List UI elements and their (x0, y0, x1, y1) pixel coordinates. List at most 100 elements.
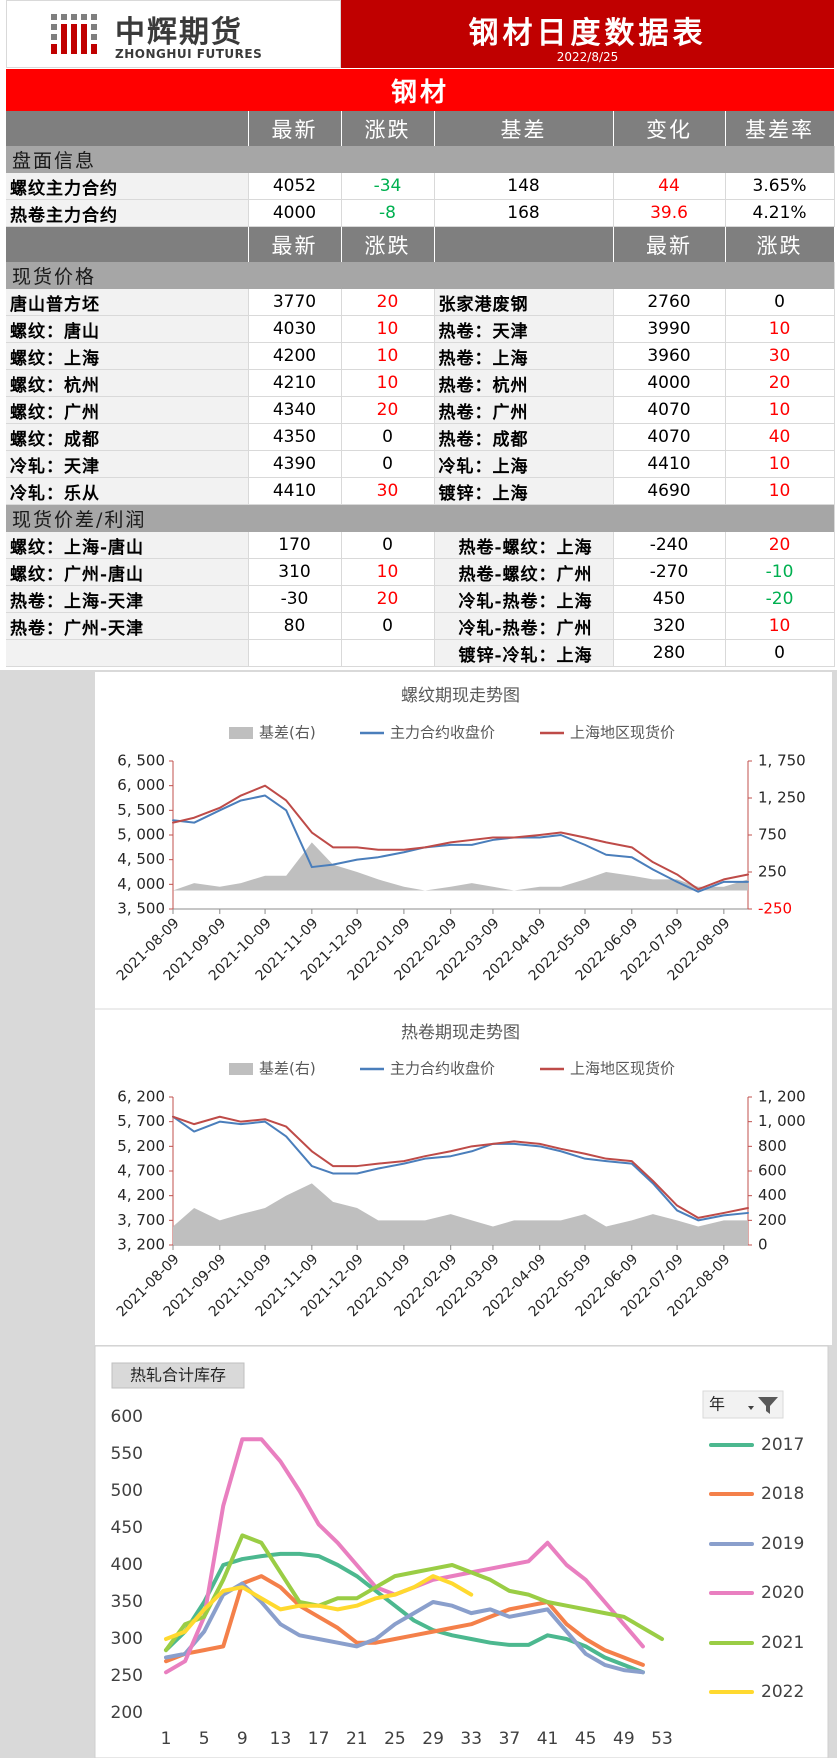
value-cell: -240 (613, 532, 726, 559)
value-cell: 10 (341, 315, 435, 343)
header-cell: 涨跌 (341, 111, 435, 146)
series-line (164, 1574, 645, 1667)
series-line (172, 1115, 749, 1219)
section-label: 现货价差/利润 (6, 504, 835, 532)
value-cell: 40 (725, 423, 835, 451)
value-cell: 4390 (248, 450, 342, 478)
y-tick-label: 550 (111, 1444, 143, 1464)
value-cell: -34 (341, 173, 435, 200)
row-name: 热卷-螺纹：上海 (434, 532, 614, 559)
y-tick-label: 5, 200 (117, 1137, 165, 1155)
value-cell: 170 (248, 532, 342, 559)
row-name: 张家港废钢 (434, 289, 614, 316)
y-tick-label: 6, 000 (117, 776, 165, 794)
row-name: 热卷-螺纹：广州 (434, 558, 614, 586)
y-tick-label: 4, 000 (117, 875, 165, 893)
x-tick-label: 41 (537, 1729, 559, 1749)
value-cell: 0 (341, 423, 435, 451)
page-title: 钢材日度数据表 (468, 16, 707, 51)
value-cell: 30 (341, 477, 435, 505)
value-cell: 168 (434, 199, 614, 227)
value-cell: 3.65% (725, 173, 835, 200)
y-tick-label: 450 (111, 1518, 143, 1538)
row-name: 螺纹：唐山 (6, 315, 249, 343)
table-row: 最新 涨跌 最新 涨跌 (6, 226, 835, 262)
value-cell: 20 (341, 396, 435, 424)
chart-title: 螺纹期现走势图 (401, 686, 520, 706)
series-line (164, 1533, 664, 1653)
section-label: 盘面信息 (6, 146, 835, 173)
legend-label: 基差(右) (259, 1060, 316, 1078)
row-name: 冷轧：天津 (6, 450, 249, 478)
x-tick-label: 1 (161, 1729, 172, 1749)
value-cell: 4070 (613, 423, 726, 451)
value-cell: -8 (341, 199, 435, 227)
chart-title: 热卷期现走势图 (401, 1023, 520, 1043)
y2-tick-label: 1, 000 (758, 1112, 806, 1130)
table-row: 冷轧：天津 4390 0 冷轧：上海 4410 10 (6, 450, 835, 478)
x-tick-label: 5 (199, 1729, 210, 1749)
header-cell (6, 226, 249, 262)
value-cell: 30 (725, 342, 835, 370)
value-cell: 44 (613, 173, 726, 200)
series-line (164, 1581, 645, 1675)
logo: 中辉期货 ZHONGHUI FUTURES (6, 0, 341, 68)
row-name: 螺纹：广州 (6, 396, 249, 424)
y-tick-label: 6, 200 (117, 1088, 165, 1106)
row-name: 热卷：广州 (434, 396, 614, 424)
y2-tick-label: 0 (758, 1236, 768, 1254)
section-label: 现货价格 (6, 262, 835, 289)
value-cell: 4350 (248, 423, 342, 451)
y-tick-label: 200 (111, 1703, 143, 1723)
logo-subtext: ZHONGHUI FUTURES (115, 47, 263, 61)
value-cell: 3990 (613, 315, 726, 343)
header-cell: 涨跌 (341, 226, 435, 262)
series-line (164, 1574, 474, 1641)
table-row: 螺纹：上海 4200 10 热卷：上海 3960 30 (6, 342, 835, 370)
y-tick-label: 500 (111, 1481, 143, 1501)
value-cell: 39.6 (613, 199, 726, 227)
x-tick-label: 29 (422, 1729, 444, 1749)
header-cell: 最新 (248, 226, 342, 262)
legend-label: 2020 (761, 1583, 804, 1603)
y-tick-label: 250 (111, 1666, 143, 1686)
x-tick-label: 49 (613, 1729, 635, 1749)
x-tick-label: 21 (346, 1729, 368, 1749)
data-table: 钢材 最新 涨跌 基差 变化 基差率 盘面信息 螺纹主力合约 4052 -34 148 44 3.65%… (6, 69, 835, 667)
table-row: 热卷：广州-天津 80 0 冷轧-热卷：广州 320 10 (6, 612, 835, 640)
value-cell: 20 (725, 532, 835, 559)
basis-area (173, 1183, 748, 1245)
table-row: 最新 涨跌 基差 变化 基差率 (6, 111, 835, 146)
value-cell: 4340 (248, 396, 342, 424)
legend-label: 2017 (761, 1435, 804, 1455)
value-cell: 0 (725, 639, 835, 667)
legend-label: 2018 (761, 1484, 804, 1504)
table-row: 螺纹主力合约 4052 -34 148 44 3.65% (6, 173, 835, 200)
value-cell: 10 (725, 396, 835, 424)
y-tick-label: 3, 500 (117, 900, 165, 918)
table-row: 冷轧：乐从 4410 30 镀锌：上海 4690 10 (6, 477, 835, 505)
value-cell (341, 639, 435, 667)
x-tick-label: 9 (237, 1729, 248, 1749)
table-row: 现货价格 (6, 262, 835, 289)
value-cell: 0 (725, 289, 835, 316)
row-name: 冷轧：上海 (434, 450, 614, 478)
value-cell: 10 (341, 369, 435, 397)
table-row: 镀锌-冷轧：上海 280 0 (6, 639, 835, 667)
series-line (172, 1115, 749, 1222)
value-cell: 10 (725, 612, 835, 640)
header-cell: 涨跌 (725, 226, 835, 262)
legend-label: 上海地区现货价 (570, 1060, 675, 1078)
row-name (6, 639, 249, 667)
value-cell: 4030 (248, 315, 342, 343)
value-cell: 3960 (613, 342, 726, 370)
report-date: 2022/8/25 (556, 50, 619, 64)
value-cell: 10 (725, 315, 835, 343)
y-tick-label: 5, 500 (117, 801, 165, 819)
table-row: 螺纹：成都 4350 0 热卷：成都 4070 40 (6, 423, 835, 451)
legend-label: 主力合约收盘价 (390, 724, 495, 742)
y2-tick-label: 250 (758, 863, 787, 881)
row-name: 热卷：上海-天津 (6, 585, 249, 613)
y-tick-label: 600 (111, 1407, 143, 1427)
value-cell: -30 (248, 585, 342, 613)
